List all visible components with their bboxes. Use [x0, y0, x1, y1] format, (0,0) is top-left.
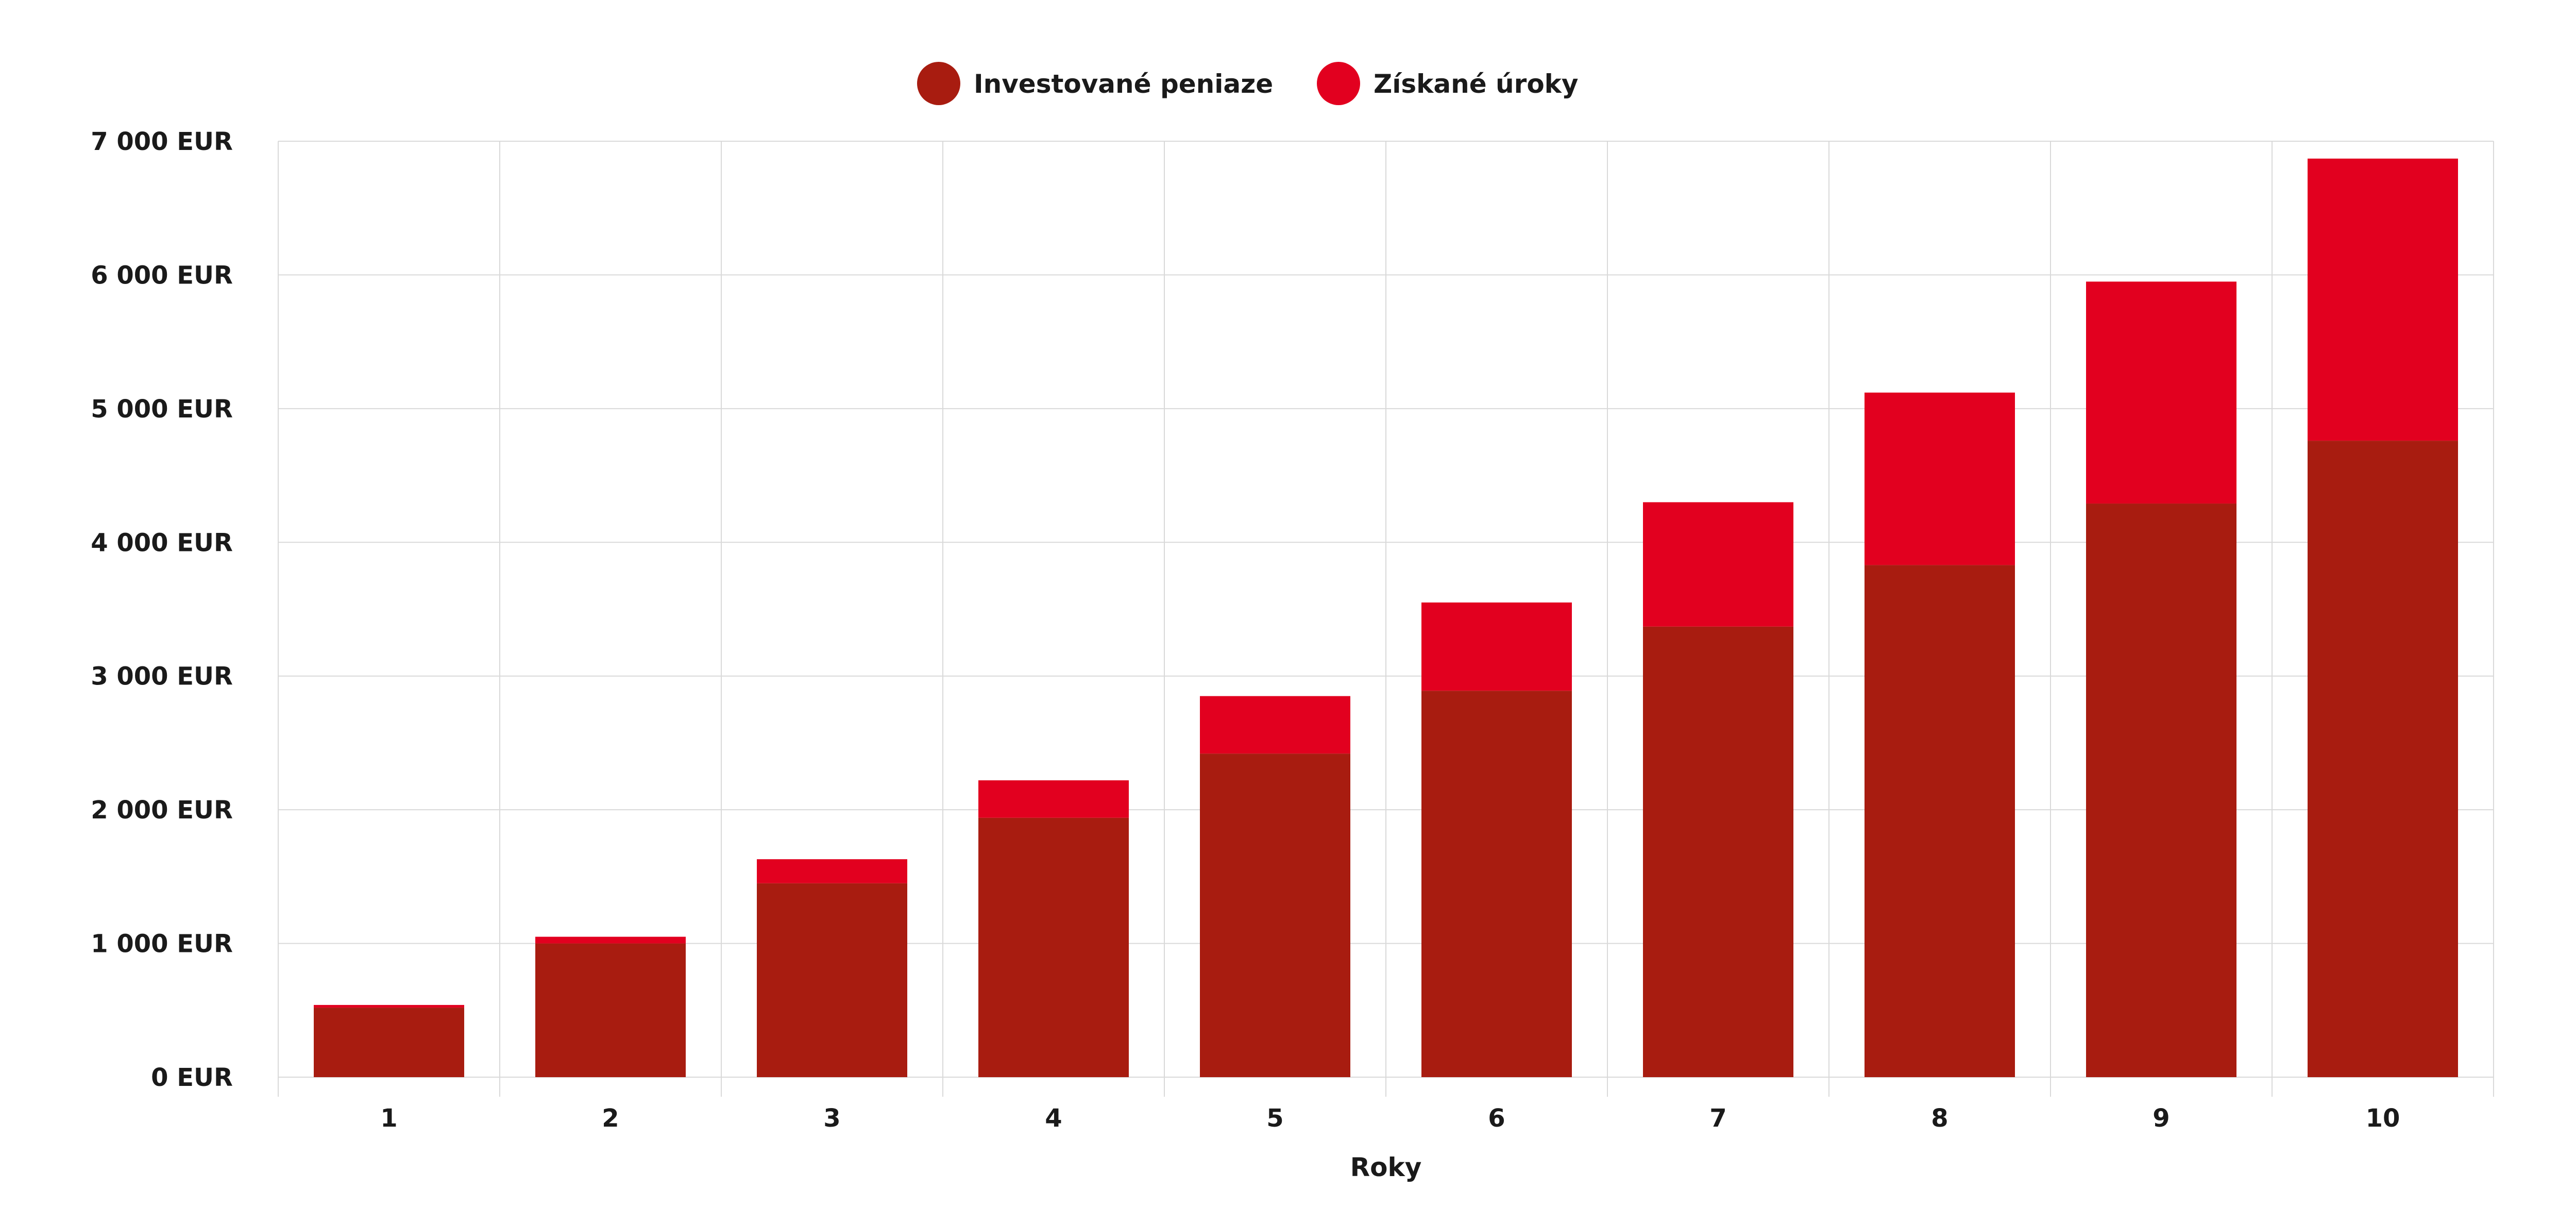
bar-interest — [535, 936, 686, 944]
bar-interest — [314, 1004, 464, 1008]
x-tick-label: 9 — [2153, 1104, 2170, 1133]
legend-label: Získané úroky — [1374, 69, 1579, 99]
bar-invested — [1643, 626, 1793, 1077]
x-tick-label: 4 — [1045, 1104, 1062, 1133]
y-tick-label: 7 000 EUR — [91, 127, 233, 156]
bar-invested — [314, 1008, 464, 1077]
bar-interest — [1865, 392, 2015, 565]
bar-invested — [978, 817, 1129, 1077]
y-tick-label: 2 000 EUR — [91, 796, 233, 825]
y-tick-label: 5 000 EUR — [91, 395, 233, 424]
legend: Investované peniaze Získané úroky — [917, 62, 1579, 105]
x-axis-ticks: 1 2 3 4 5 6 7 8 9 10 — [380, 1104, 2400, 1133]
bar-interest — [757, 859, 907, 883]
x-tick-label: 3 — [823, 1104, 840, 1133]
bar-interest — [2308, 158, 2458, 441]
legend-label: Investované peniaze — [974, 69, 1273, 99]
bar-invested — [535, 943, 686, 1077]
x-tick-label: 2 — [602, 1104, 619, 1133]
y-tick-label: 3 000 EUR — [91, 662, 233, 691]
bar-interest — [2086, 281, 2236, 504]
y-tick-label: 0 EUR — [151, 1063, 233, 1092]
bar-invested — [1865, 565, 2015, 1077]
bar-interest — [978, 780, 1129, 818]
y-tick-label: 1 000 EUR — [91, 930, 233, 959]
bar-interest — [1643, 502, 1793, 627]
x-tick-label: 1 — [380, 1104, 397, 1133]
y-axis-ticks: 0 EUR 1 000 EUR 2 000 EUR 3 000 EUR 4 000 EU… — [91, 127, 233, 1092]
bar-interest — [1200, 696, 1350, 754]
bar-invested — [1200, 753, 1350, 1077]
legend-swatch — [1317, 62, 1360, 105]
bar-invested — [2308, 441, 2458, 1077]
x-tick-label: 6 — [1488, 1104, 1505, 1133]
x-tick-label: 5 — [1266, 1104, 1283, 1133]
bar-invested — [2086, 504, 2236, 1077]
x-tick-label: 7 — [1709, 1104, 1726, 1133]
bar-invested — [1421, 691, 1572, 1077]
y-tick-label: 6 000 EUR — [91, 261, 233, 290]
bar-invested — [757, 883, 907, 1077]
bars — [314, 158, 2458, 1077]
y-tick-label: 4 000 EUR — [91, 528, 233, 557]
grid — [278, 141, 2494, 1097]
x-axis-title: Roky — [1350, 1152, 1422, 1182]
bar-interest — [1421, 602, 1572, 691]
legend-swatch — [917, 62, 960, 105]
x-tick-label: 8 — [1931, 1104, 1948, 1133]
x-tick-label: 10 — [2366, 1104, 2400, 1133]
